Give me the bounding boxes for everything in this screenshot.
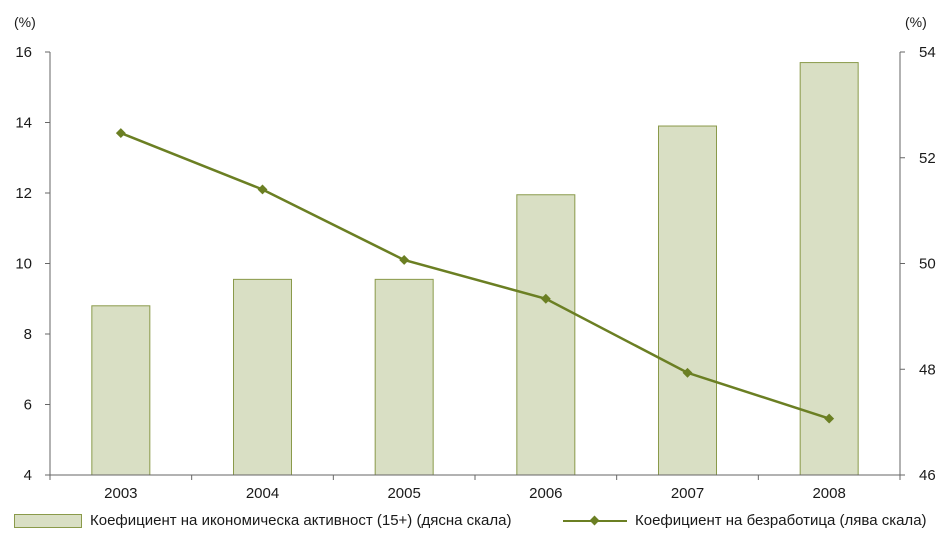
bar-2008 <box>799 62 859 476</box>
unemployment-line <box>120 131 830 420</box>
legend-label-activity: Коефициент на икономическа активност (15… <box>90 512 512 529</box>
left-tick-label: 4 <box>24 467 32 484</box>
line-point-2004 <box>257 184 268 195</box>
left-axis-unit: (%) <box>14 14 36 30</box>
x-tick-label-2005: 2005 <box>387 485 420 502</box>
line-point-2005 <box>399 255 410 265</box>
line-series-group <box>115 128 835 424</box>
legend-bar-swatch <box>14 513 82 528</box>
x-tick-label-2008: 2008 <box>812 485 845 502</box>
right-tick-label: 54 <box>919 44 936 61</box>
line-point-2006 <box>540 293 551 304</box>
legend: Коефициент на икономическа активност (15… <box>0 512 941 534</box>
legend-item-activity: Коефициент на икономическа активност (15… <box>14 512 511 529</box>
left-tick-label: 6 <box>24 397 32 414</box>
left-tick-label: 16 <box>15 44 32 61</box>
line-point-2003 <box>115 128 126 139</box>
line-point-2007 <box>682 367 693 378</box>
x-tick-label-2007: 2007 <box>671 485 704 502</box>
left-tick-label: 8 <box>24 326 32 343</box>
left-tick-label: 14 <box>15 115 32 132</box>
bar-2005 <box>374 278 434 476</box>
left-tick-label: 10 <box>15 256 32 273</box>
right-tick-label: 46 <box>919 467 936 484</box>
bar-2003 <box>91 305 151 476</box>
right-axis-unit: (%) <box>905 14 927 30</box>
bar-2006 <box>516 194 576 476</box>
legend-label-unemployment: Коефициент на безработица (лява скала) <box>635 512 927 529</box>
right-tick-label: 50 <box>919 256 936 273</box>
x-tick-label-2004: 2004 <box>246 485 279 502</box>
bar-2007 <box>658 125 717 476</box>
legend-item-unemployment: Коефициент на безработица (лява скала) <box>563 512 927 529</box>
bar-2004 <box>233 278 292 476</box>
bars-group <box>91 62 859 476</box>
x-tick-label-2003: 2003 <box>104 485 137 502</box>
x-tick-label-2006: 2006 <box>529 485 562 502</box>
legend-line-swatch <box>563 514 627 528</box>
line-point-2008 <box>824 413 835 424</box>
right-tick-label: 48 <box>919 361 936 378</box>
left-tick-label: 12 <box>15 185 32 202</box>
right-tick-label: 52 <box>919 150 936 167</box>
